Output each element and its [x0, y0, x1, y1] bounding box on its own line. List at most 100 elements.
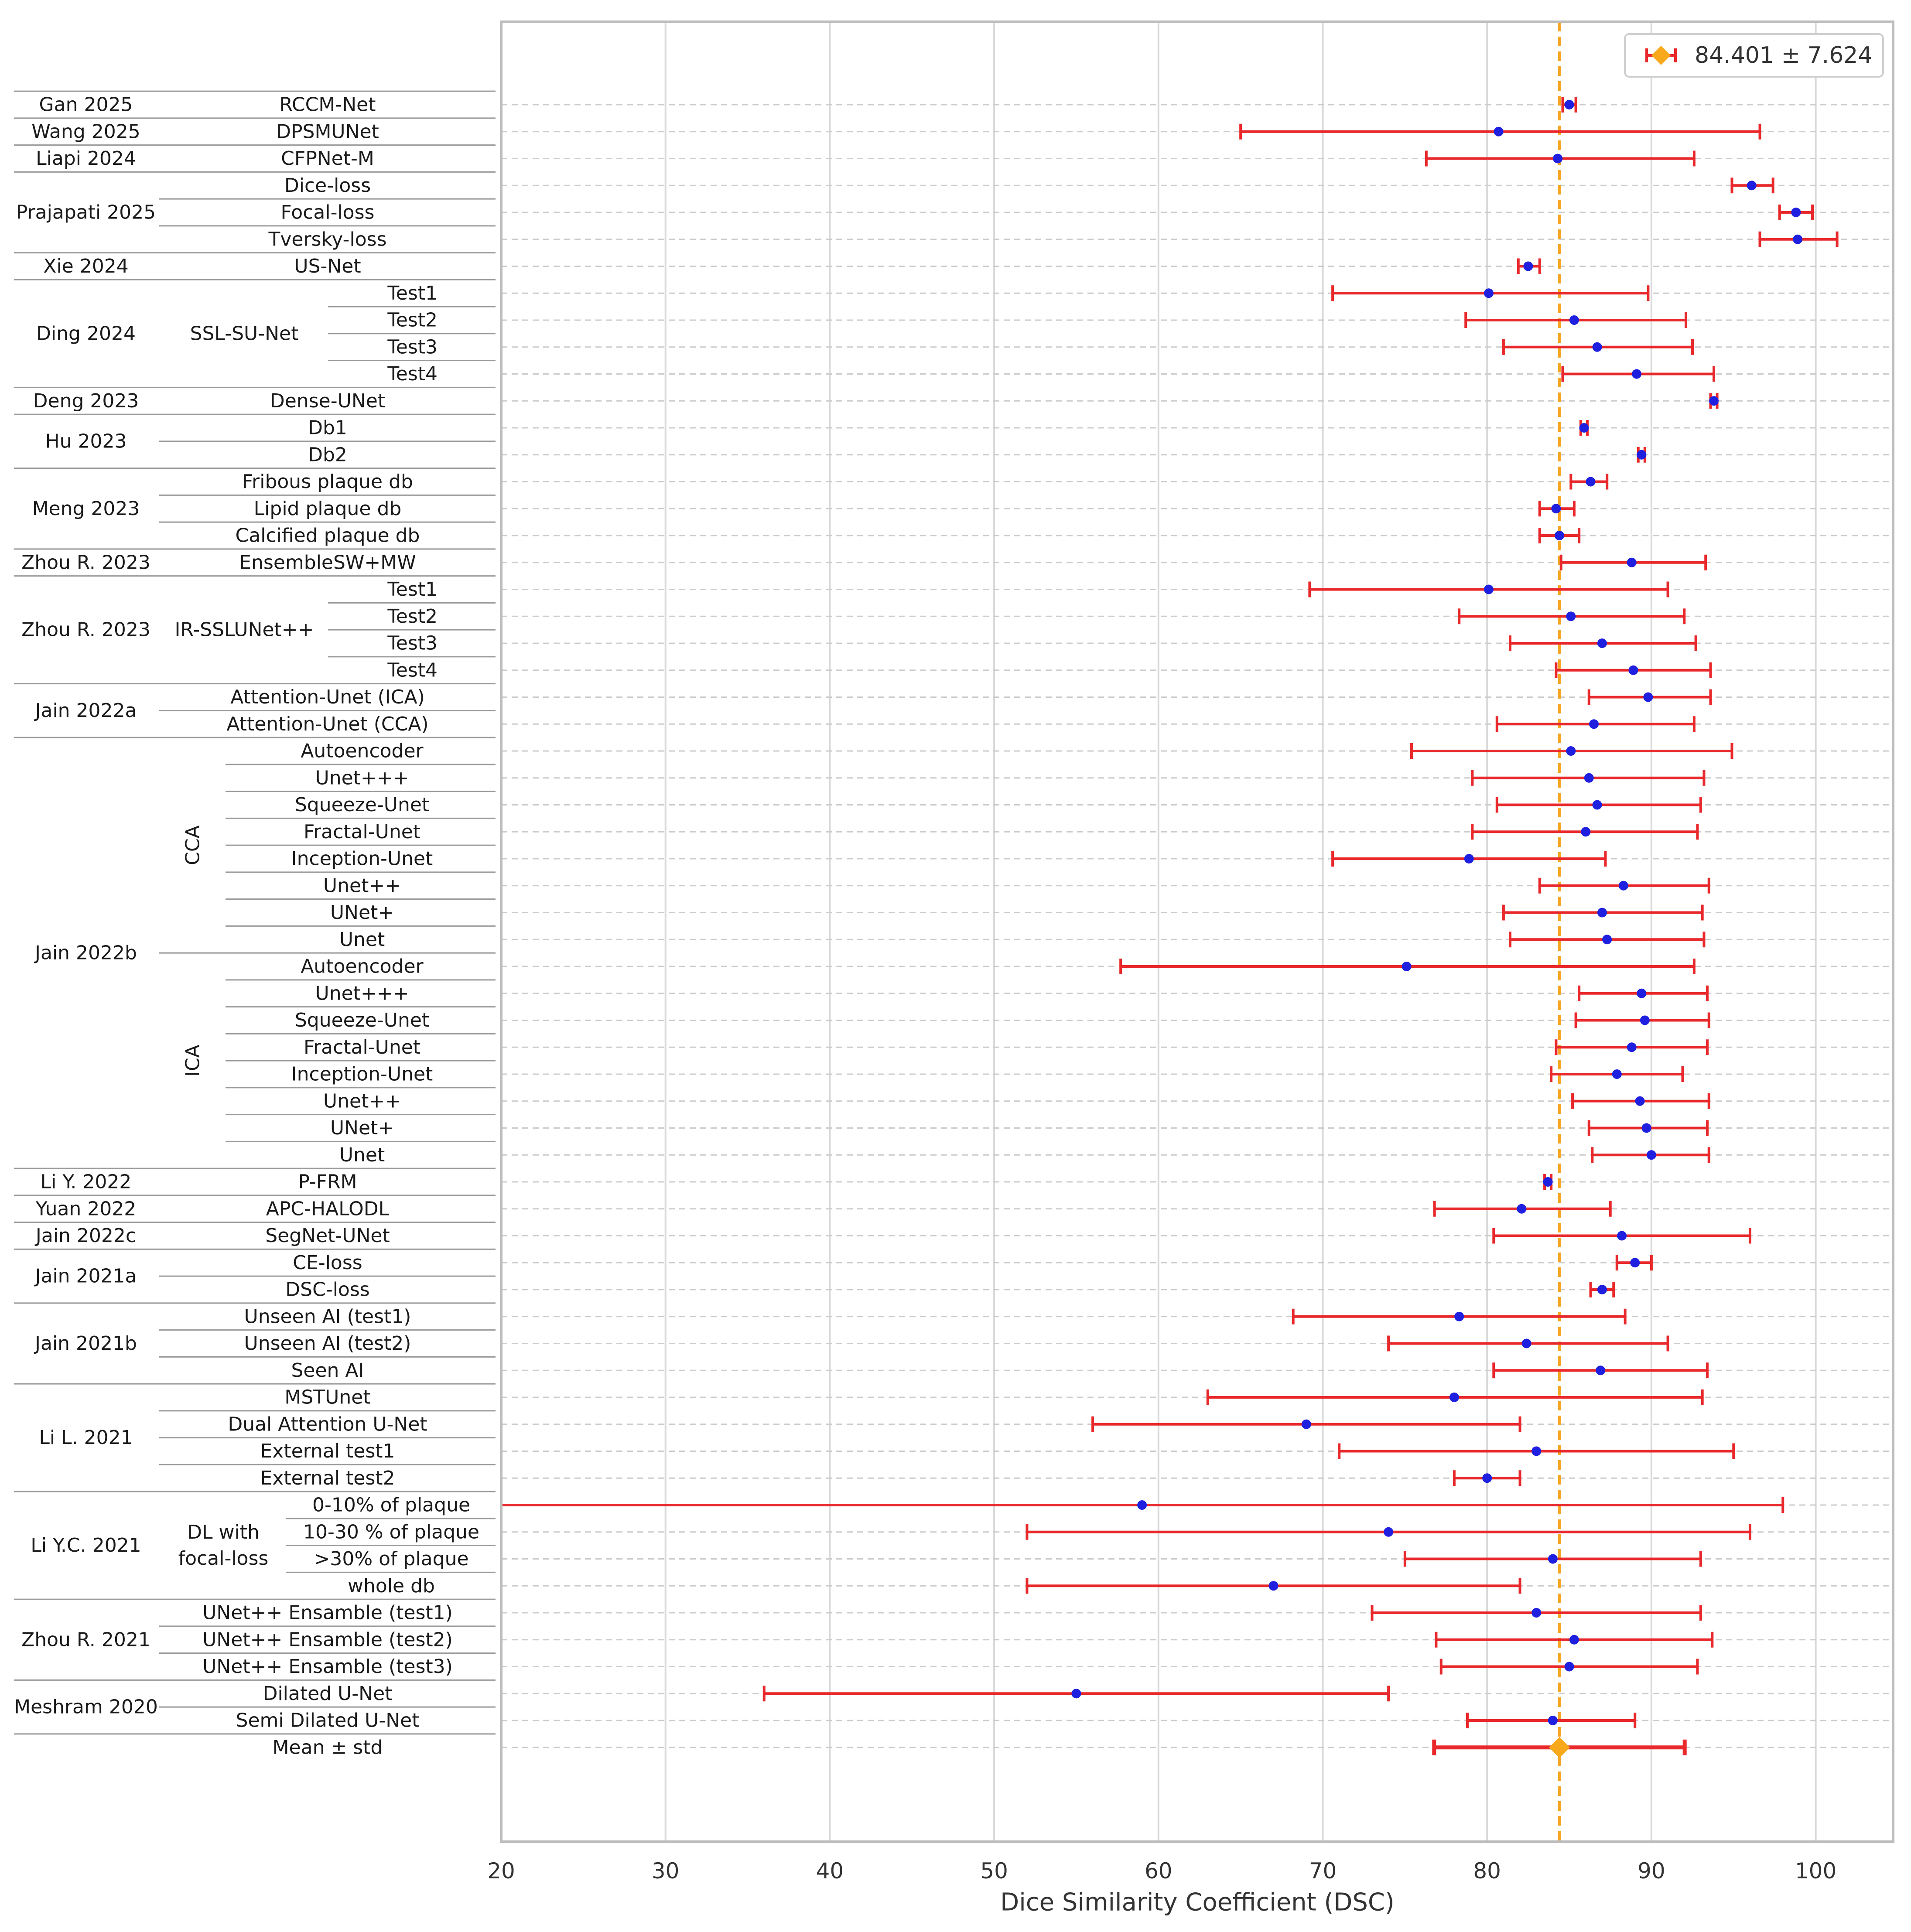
point-estimate [1646, 1150, 1656, 1160]
legend-label: 84.401 ± 7.624 [1695, 42, 1872, 68]
model-label: External test2 [260, 1467, 395, 1489]
point-estimate [1627, 557, 1637, 567]
model-label: EnsembleSW+MW [239, 551, 416, 573]
point-estimate [1384, 1527, 1394, 1537]
point-estimate [1637, 450, 1647, 460]
point-estimate [1612, 1069, 1622, 1079]
model-label: Fractal-Unet [304, 1036, 420, 1058]
point-estimate [1551, 504, 1561, 514]
model-label: Inception-Unet [291, 848, 433, 870]
point-estimate [1532, 1446, 1542, 1456]
point-estimate [1597, 638, 1607, 648]
model-label: RCCM-Net [280, 94, 376, 116]
model-label: Fribous plaque db [242, 471, 413, 493]
study-label: Liapi 2024 [36, 147, 136, 170]
point-estimate [1484, 584, 1494, 594]
model-label: >30% of plaque [314, 1548, 468, 1570]
model-label: Test3 [387, 632, 438, 655]
model-label: Unet++ [323, 1090, 401, 1112]
model-label: 10-30 % of plaque [303, 1521, 479, 1543]
model-label: Test4 [387, 363, 438, 385]
plot-area-frame [500, 20, 1894, 1843]
model-label: CFPNet-M [281, 147, 374, 170]
model-label: Tversky-loss [268, 228, 386, 250]
point-estimate [1640, 1015, 1650, 1025]
x-tick-label-100: 100 [1795, 1858, 1836, 1884]
model-label: Inception-Unet [291, 1063, 433, 1085]
model-label: Db2 [308, 444, 347, 466]
x-axis-ticks: 20 30 40 50 60 70 80 90 100 [487, 1858, 1836, 1884]
model-label: UNet++ Ensamble (test2) [202, 1628, 453, 1651]
summary-diamond [1549, 1737, 1570, 1758]
point-estimate [1617, 1231, 1627, 1241]
model-label: MSTUnet [284, 1386, 370, 1409]
point-estimate [1532, 1608, 1542, 1618]
model-label: DSC-loss [285, 1279, 369, 1301]
model-label: Attention-Unet (CCA) [226, 713, 428, 735]
study-label: Jain 2022b [34, 942, 137, 964]
x-tick-label-40: 40 [816, 1858, 844, 1884]
model-label: Test2 [387, 605, 438, 628]
study-label: Deng 2023 [33, 390, 139, 412]
group-label-layer: SSL-SU-Net IR-SSLUNet++ CCA ICA DL with focal… [175, 322, 314, 1570]
group-label: SSL-SU-Net [190, 322, 299, 345]
point-estimate [1494, 126, 1504, 137]
point-estimate [1566, 746, 1576, 756]
model-label: Squeeze-Unet [295, 794, 429, 816]
group-label: focal-loss [178, 1547, 269, 1570]
model-label: Db1 [308, 417, 347, 439]
row-label-layer: RCCM-Net DPSMUNet CFPNet-M Dice-loss Focal-l… [202, 94, 479, 1759]
study-label: Hu 2023 [45, 430, 127, 452]
point-estimate [1548, 1716, 1558, 1725]
point-estimate [1586, 477, 1596, 487]
model-label: Attention-Unet (ICA) [230, 686, 424, 708]
model-label: CE-loss [293, 1252, 362, 1274]
x-tick-label-60: 60 [1145, 1858, 1173, 1884]
point-estimate [1137, 1500, 1147, 1510]
study-label-layer: Gan 2025 Wang 2025 Liapi 2024 Prajapati 202… [14, 94, 158, 1718]
model-label: Test4 [387, 659, 438, 681]
point-estimate [1554, 531, 1564, 540]
study-label: Prajapati 2025 [16, 201, 156, 224]
model-label: Unet+++ [315, 767, 409, 789]
group-label: IR-SSLUNet++ [175, 619, 314, 641]
study-label: Gan 2025 [39, 94, 133, 116]
point-estimate [1523, 261, 1533, 271]
point-estimate [1566, 611, 1576, 621]
point-estimate [1553, 154, 1563, 164]
point-estimate [1548, 1554, 1558, 1564]
x-axis-title: Dice Similarity Coefficient (DSC) [1000, 1888, 1395, 1917]
model-label: Unseen AI (test2) [244, 1332, 411, 1355]
model-label: Squeeze-Unet [295, 1009, 429, 1031]
point-estimate [1564, 1662, 1574, 1672]
group-label: ICA [182, 1045, 204, 1077]
point-estimate [1071, 1689, 1081, 1699]
point-estimate [1709, 396, 1719, 406]
point-estimate [1521, 1338, 1532, 1348]
point-estimate [1569, 315, 1579, 325]
model-label: UNet++ Ensamble (test3) [202, 1656, 453, 1678]
model-label: Lipid plaque db [254, 498, 402, 520]
study-label: Xie 2024 [43, 255, 128, 277]
model-label: Semi Dilated U-Net [236, 1710, 420, 1732]
model-label: Unseen AI (test1) [244, 1305, 411, 1328]
x-tick-label-20: 20 [487, 1858, 515, 1884]
point-estimate [1454, 1311, 1464, 1321]
point-estimate [1793, 234, 1803, 244]
model-label: 0-10% of plaque [312, 1494, 470, 1516]
model-label: Dice-loss [284, 174, 371, 197]
x-tick-label-70: 70 [1309, 1858, 1337, 1884]
model-label: SegNet-UNet [265, 1225, 390, 1247]
point-estimate [1464, 854, 1474, 864]
model-label: Mean ± std [273, 1736, 383, 1758]
model-label: Calcified plaque db [236, 525, 420, 547]
point-estimate [1641, 1123, 1651, 1133]
point-estimate [1597, 1285, 1607, 1294]
point-estimate [1791, 208, 1801, 217]
model-label: DPSMUNet [276, 120, 379, 143]
model-label: Unet++ [323, 874, 401, 897]
group-label: DL with [187, 1521, 260, 1543]
study-label: Zhou R. 2021 [21, 1628, 150, 1651]
row-gridline-layer [501, 104, 1893, 1748]
study-label: Zhou R. 2023 [21, 551, 150, 573]
